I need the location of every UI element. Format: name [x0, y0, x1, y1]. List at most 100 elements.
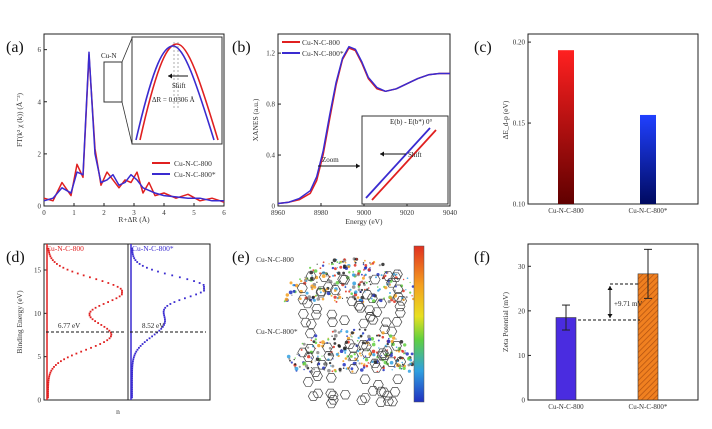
- panel-e-mol2-atom: [404, 350, 406, 352]
- panel-c-bars: Cu-N-C-800 Cu-N-C-800*: [548, 50, 668, 215]
- panel-e-mol1-ring: [339, 315, 350, 325]
- panel-e-mol2-ring: [304, 344, 316, 354]
- panel-e-mol1-atom: [304, 276, 307, 279]
- panel-e-mol2-atom: [358, 328, 361, 331]
- panel-e-mol2-atom: [358, 352, 362, 355]
- panel-e-mol1-ring: [364, 312, 376, 322]
- panel-d-point-red: [82, 274, 85, 277]
- panel-e-mol2-ring: [382, 396, 394, 407]
- panel-e-mol1-ring: [380, 317, 392, 328]
- panel-e-mol1-atom: [337, 297, 340, 300]
- panel-e-mol1-atom: [369, 283, 372, 286]
- panel-e-mol2-atom: [351, 336, 353, 338]
- panel-d-point-red: [94, 306, 97, 309]
- panel-e-mol1-atom: [355, 258, 358, 261]
- panel-e-mol2-ring: [297, 347, 309, 358]
- panel-e-mol1-atom: [332, 274, 335, 277]
- panel-e-mol2-atom: [357, 336, 360, 340]
- panel-e-mol2-atom: [315, 357, 320, 362]
- panel-e-mol2-atom: [335, 352, 339, 356]
- panel-d-point-blue: [131, 396, 133, 399]
- panel-e-mol1-atom: [335, 281, 340, 285]
- panel-e-mol1-atom: [316, 281, 318, 283]
- panel-e-mol2-atom: [332, 345, 335, 349]
- panel-e-mol1-atom: [380, 274, 383, 277]
- panel-e-mol2-atom: [396, 360, 399, 363]
- panel-e-mol2-atom: [386, 339, 391, 344]
- panel-a-xtick-label-5: 5: [192, 209, 196, 217]
- panel-d-point-red: [75, 352, 78, 355]
- panel-e-mol1-atom: [319, 291, 322, 294]
- panel-e-mol2-ring: [375, 386, 387, 397]
- panel-label-f: (f): [474, 249, 490, 266]
- panel-a-legend-blue: Cu-N-C-800*: [174, 170, 216, 179]
- panel-e-mol2-atom: [386, 342, 389, 346]
- panel-e-mol2-atom: [383, 365, 385, 367]
- panel-e-mol1-atom: [353, 263, 357, 267]
- panel-b-inset-blue: [365, 127, 431, 199]
- panel-b-ylabel: XANES (a.u.): [251, 98, 260, 141]
- panel-d-series: [46, 244, 205, 400]
- panel-label-b: (b): [232, 39, 251, 56]
- panel-d-point-blue: [132, 356, 135, 359]
- panel-d-point-blue: [131, 365, 134, 368]
- panel-e-mol1-atom: [357, 285, 360, 288]
- panel-d-point-red: [103, 325, 106, 328]
- panel-e-mol2-ring: [312, 388, 324, 399]
- panel-e-mol2-atom: [403, 352, 405, 355]
- panel-e-mol2-atom: [312, 340, 316, 343]
- panel-d-point-blue: [131, 253, 134, 256]
- panel-e-mol2-atom: [371, 342, 376, 347]
- panel-d-point-blue: [131, 379, 133, 382]
- panel-d-center-label-1: 6.77 eV: [58, 322, 80, 330]
- panel-e-mol2-atom: [342, 346, 347, 351]
- panel-e-mol1-ring: [358, 318, 370, 329]
- panel-e-mol1-atom: [330, 294, 333, 297]
- panel-d-point-blue: [169, 303, 172, 305]
- panel-e-mol2-atom: [354, 357, 358, 361]
- panel-e-mol1-atom: [305, 280, 308, 282]
- panel-f-chart: 0 10 20 30 Cu-N-C-800 Cu-N-C-800* Zeta Poten…: [501, 243, 699, 411]
- panel-e-mol1-atom: [351, 273, 356, 277]
- panel-d-point-red: [91, 308, 94, 311]
- panel-e-mol1-ring: [390, 272, 402, 282]
- panel-d-point-blue: [193, 280, 195, 282]
- panel-e-mol1-atom: [313, 285, 317, 289]
- panel-e-mol2-atom: [290, 361, 293, 364]
- panel-e-mol2-atom: [373, 360, 378, 364]
- panel-e-structure-1: [283, 257, 421, 339]
- panel-d-point-red: [101, 280, 104, 282]
- panel-d-point-blue: [195, 293, 198, 296]
- panel-e-mol2-atom: [331, 364, 335, 368]
- panel-a-ytick-label-0: 0: [38, 203, 42, 211]
- panel-d-point-red: [109, 331, 112, 334]
- panel-b-inset-frame: [361, 115, 449, 205]
- panel-d-point-red: [119, 287, 122, 290]
- panel-e-mol1-atom: [358, 283, 361, 286]
- panel-e-mol1-atom: [375, 276, 377, 279]
- panel-e-mol2-atom: [328, 361, 332, 365]
- panel-a-line-1: [43, 51, 224, 202]
- panel-d-point-red: [47, 390, 49, 393]
- panel-e-mol2-atom: [362, 357, 365, 360]
- panel-e-mol2-atom: [351, 370, 354, 373]
- panel-e-mol1-ring: [329, 285, 341, 295]
- panel-d-point-red: [108, 329, 111, 332]
- panel-d-point-red: [89, 316, 92, 319]
- panel-e-mol2-atom: [352, 328, 356, 332]
- panel-e-mol1-ring: [394, 301, 406, 312]
- panel-b-zoom-arrowhead: [356, 163, 360, 169]
- panel-e-mol2-atom: [367, 337, 372, 341]
- panel-e-mol1-atom: [332, 263, 335, 265]
- panel-b-ytick-label-0: 0: [272, 203, 276, 211]
- panel-e-mol1-atom: [394, 274, 396, 276]
- panel-d-point-red: [51, 259, 54, 262]
- panel-d-point-blue: [131, 394, 133, 397]
- panel-e-mol1-atom: [352, 281, 357, 286]
- panel-f-y-ticks: 0 10 20 30: [518, 263, 531, 405]
- panel-d-point-red: [99, 343, 102, 345]
- panel-f-bars: Cu-N-C-800 Cu-N-C-800*: [548, 248, 668, 411]
- panel-e-mol2-ring: [316, 360, 328, 370]
- panel-e-mol2-atom: [360, 354, 362, 357]
- panel-b-chart: 0 0.4 0.8 1.2 8960 8980 9000 9020 9040 XANES (a…: [251, 33, 458, 226]
